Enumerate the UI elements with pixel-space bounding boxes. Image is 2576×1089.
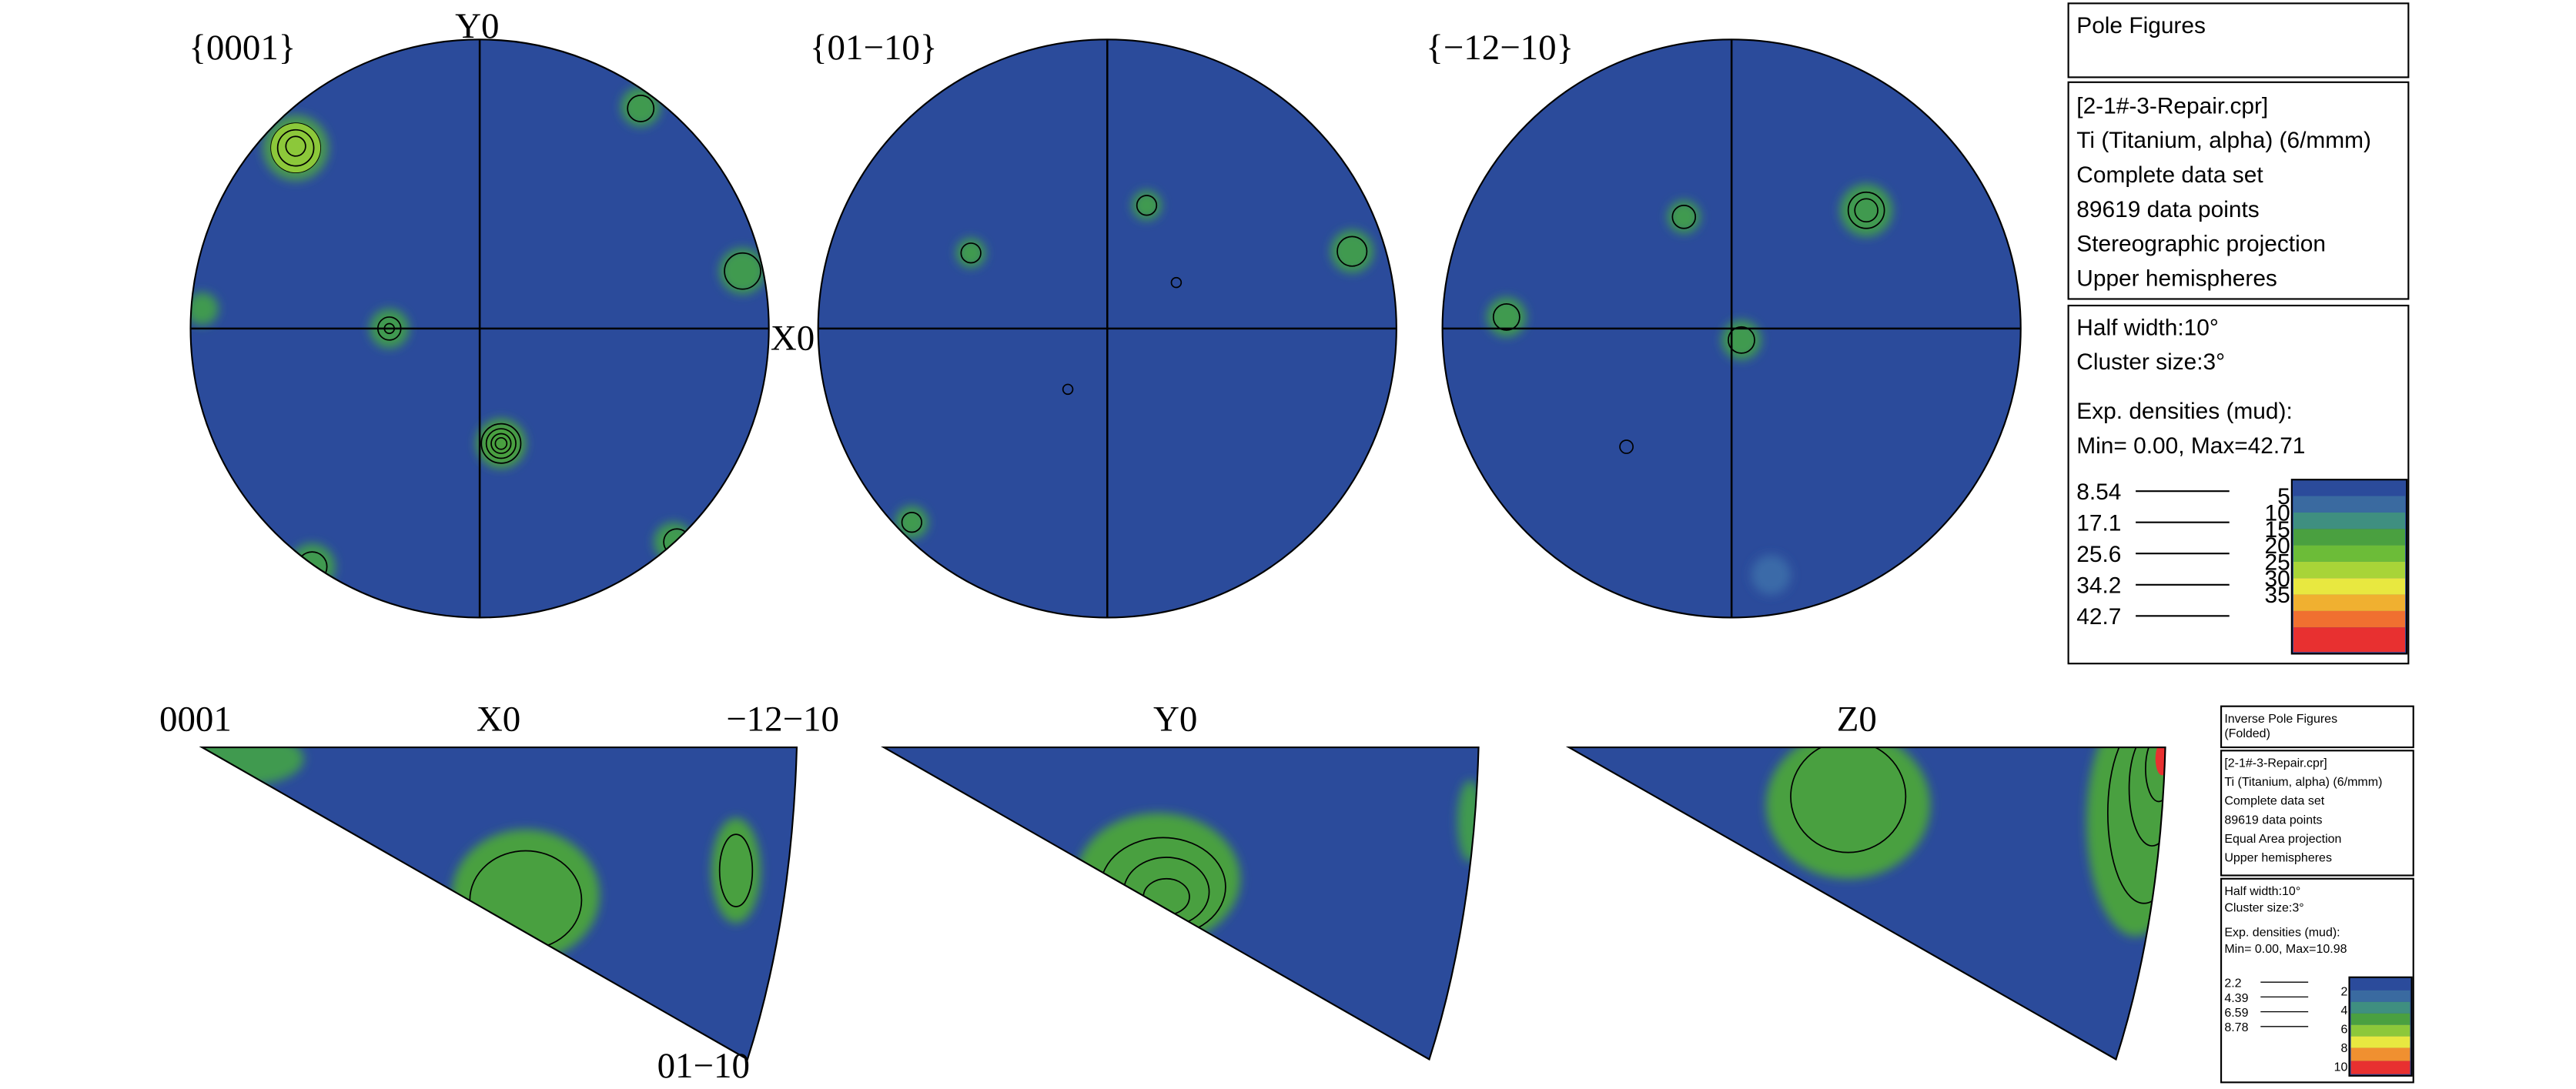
contour-level: 6.59 xyxy=(2224,1007,2248,1020)
contour-level: 42.7 xyxy=(2076,604,2121,630)
legend-density: Exp. densities (mud): xyxy=(2076,399,2292,424)
ipf-legend: Inverse Pole Figures(Folded) [2-1#-3-Repa… xyxy=(2220,705,2414,1084)
legend-density: Min= 0.00, Max=42.71 xyxy=(2076,433,2305,459)
scale-label: 4 xyxy=(2340,1004,2347,1017)
legend-info: Complete data set xyxy=(2224,795,2324,808)
axis-label: X0 xyxy=(771,319,815,359)
scale-label: 2 xyxy=(2340,985,2347,998)
contour-level: 8.54 xyxy=(2076,479,2121,505)
pole-figure xyxy=(1441,38,2022,619)
legend-info: Complete data set xyxy=(2076,162,2263,188)
scale-label: 25 xyxy=(2264,550,2290,576)
legend-setting: Half width:10° xyxy=(2224,885,2300,898)
contour-level: 2.2 xyxy=(2224,977,2241,990)
pole-legend: Pole Figures [2-1#-3-Repair.cpr] Ti (Tita… xyxy=(2067,2,2410,665)
scale-label: 20 xyxy=(2264,533,2290,559)
pole-label: {0001} xyxy=(189,28,296,68)
legend-info: Upper hemispheres xyxy=(2224,851,2332,864)
contour-level: 17.1 xyxy=(2076,510,2121,536)
pole-figure xyxy=(817,38,1397,619)
legend-setting: Cluster size:3° xyxy=(2076,349,2225,375)
legend-title: Inverse Pole Figures xyxy=(2224,713,2337,726)
scale-label: 35 xyxy=(2264,583,2290,608)
legend-title: (Folded) xyxy=(2224,727,2270,740)
ipf xyxy=(881,746,1480,1061)
scale-label: 10 xyxy=(2264,501,2290,526)
legend-density: Exp. densities (mud): xyxy=(2224,926,2340,939)
legend-info: Stereographic projection xyxy=(2076,232,2326,257)
legend-info: 89619 data points xyxy=(2076,197,2259,222)
scale-label: 6 xyxy=(2340,1023,2347,1036)
pole-figure xyxy=(189,38,770,619)
ipf-label: Y0 xyxy=(1153,700,1197,740)
legend-setting: Cluster size:3° xyxy=(2224,901,2303,914)
pole-label: {01−10} xyxy=(810,28,937,68)
legend-title: Pole Figures xyxy=(2076,13,2206,38)
scale-label: 8 xyxy=(2340,1042,2347,1055)
legend-info: [2-1#-3-Repair.cpr] xyxy=(2224,757,2327,770)
legend-info: Upper hemispheres xyxy=(2076,266,2277,291)
corner-label: 0001 xyxy=(159,700,232,740)
legend-info: Ti (Titanium, alpha) (6/mmm) xyxy=(2224,776,2382,789)
ipf-label: Z0 xyxy=(1837,700,1877,740)
scale-label: 5 xyxy=(2277,484,2290,509)
legend-info: 89619 data points xyxy=(2224,813,2322,827)
legend-info: Ti (Titanium, alpha) (6/mmm) xyxy=(2076,128,2371,153)
legend-info: [2-1#-3-Repair.cpr] xyxy=(2076,93,2268,119)
contour-level: 34.2 xyxy=(2076,573,2121,598)
axis-label: Y0 xyxy=(455,6,499,46)
scale-label: 15 xyxy=(2264,517,2290,543)
scale-label: 10 xyxy=(2334,1061,2348,1074)
corner-label: 01−10 xyxy=(657,1046,750,1086)
ipf xyxy=(1565,746,2166,1061)
legend-density: Min= 0.00, Max=10.98 xyxy=(2224,943,2347,956)
ipf-label: X0 xyxy=(477,700,520,740)
contour-level: 25.6 xyxy=(2076,542,2121,567)
contour-level: 8.78 xyxy=(2224,1021,2248,1034)
legend-info: Equal Area projection xyxy=(2224,833,2341,846)
legend-setting: Half width:10° xyxy=(2076,315,2219,340)
corner-label: −12−10 xyxy=(726,700,839,740)
pole-label: {−12−10} xyxy=(1426,28,1574,68)
contour-level: 4.39 xyxy=(2224,992,2248,1005)
scale-label: 30 xyxy=(2264,566,2290,592)
ipf xyxy=(199,746,798,1061)
